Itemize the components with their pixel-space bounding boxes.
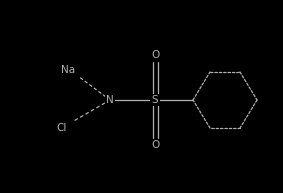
Text: S: S [152, 95, 158, 105]
Text: Cl: Cl [57, 123, 67, 133]
Text: N: N [106, 95, 114, 105]
Text: O: O [151, 140, 159, 150]
Text: O: O [151, 50, 159, 60]
Text: Na: Na [61, 65, 75, 75]
